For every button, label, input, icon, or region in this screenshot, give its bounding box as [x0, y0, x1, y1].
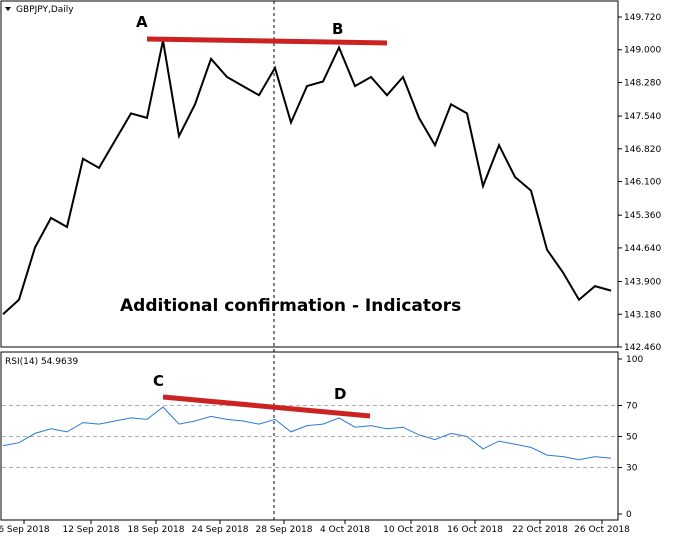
price-series-line	[2, 40, 612, 316]
rsi-trend-line-cd	[162, 394, 371, 419]
x-tick-label: 6 Sep 2018	[0, 525, 50, 535]
x-tick-label: 16 Oct 2018	[447, 525, 503, 535]
price-chart-title: GBPJPY,Daily	[16, 5, 74, 15]
rsi-chart-title: RSI(14) 54.9639	[5, 357, 78, 367]
x-tick-label: 26 Oct 2018	[574, 525, 630, 535]
price-trend-line-ab	[146, 36, 388, 46]
x-tick-label: 18 Sep 2018	[127, 525, 184, 535]
x-tick-label: 28 Sep 2018	[255, 525, 312, 535]
price-y-tick-label: 143.900	[624, 278, 661, 288]
price-y-tick-label: 145.360	[624, 211, 661, 221]
price-y-tick-label: 147.540	[624, 112, 661, 122]
rsi-y-tick-label: 100	[626, 355, 643, 365]
rsi-y-tick-label: 50	[626, 433, 638, 443]
point-label-a: A	[136, 13, 148, 31]
price-panel-frame	[0, 0, 619, 348]
price-y-axis: 149.720 149.000 148.280 147.540 146.820 146.1…	[618, 13, 661, 353]
price-y-tick-label: 144.640	[624, 244, 661, 254]
x-tick-label: 24 Sep 2018	[191, 525, 248, 535]
rsi-y-tick-label: 70	[626, 402, 638, 412]
price-y-tick-label: 149.720	[624, 13, 661, 23]
price-y-tick-label: 143.180	[624, 310, 661, 320]
price-y-tick-label: 148.280	[624, 78, 661, 88]
point-label-b: B	[332, 20, 343, 38]
price-y-tick-label: 146.820	[624, 145, 661, 155]
rsi-level-lines	[2, 405, 617, 468]
price-y-tick-label: 146.100	[624, 178, 661, 188]
price-y-tick-label: 149.000	[624, 46, 661, 56]
dropdown-icon	[5, 7, 11, 11]
rsi-series-line	[2, 406, 612, 461]
point-label-d: D	[334, 385, 346, 403]
point-label-c: C	[153, 372, 164, 390]
price-y-tick-label: 142.460	[624, 343, 661, 353]
x-tick-label: 22 Oct 2018	[512, 525, 568, 535]
x-axis: 6 Sep 2018 12 Sep 2018 18 Sep 2018 24 Sep 2…	[0, 520, 630, 535]
rsi-y-axis: 100 70 50 30 0	[618, 355, 643, 520]
x-tick-label: 12 Sep 2018	[62, 525, 119, 535]
rsi-y-tick-label: 0	[626, 510, 632, 520]
x-tick-label: 4 Oct 2018	[320, 525, 370, 535]
x-tick-label: 10 Oct 2018	[383, 525, 439, 535]
chart-caption: Additional confirmation - Indicators	[120, 296, 461, 316]
rsi-y-tick-label: 30	[626, 464, 638, 474]
